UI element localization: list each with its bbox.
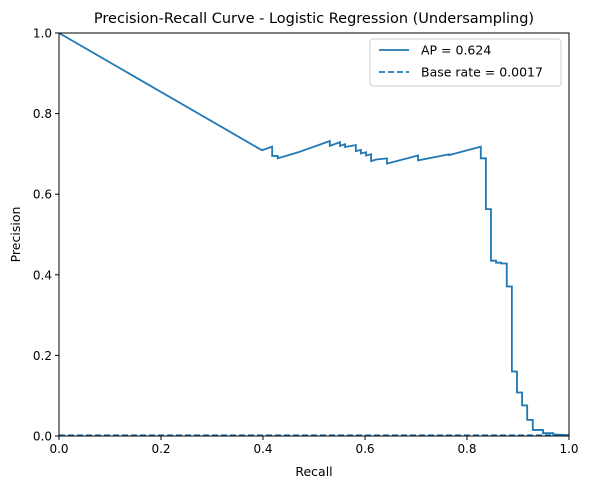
legend-label-ap: AP = 0.624: [421, 43, 491, 58]
plot-area: [59, 33, 569, 436]
plot-frame: [58, 32, 570, 437]
legend-box: [369, 38, 562, 87]
x-tick-label: 0.4: [253, 442, 272, 456]
x-tick-label: 0.6: [355, 442, 374, 456]
y-axis-label: Precision: [8, 207, 23, 263]
y-tick-label: 0.2: [33, 349, 52, 363]
y-tick-label: 1.0: [33, 27, 52, 41]
ticks-layer: 0.0 0.2 0.4 0.6 0.8 1.0 0.0 0.2 0.4 0.6 0.8 1.0: [33, 27, 579, 457]
y-tick-label: 0.6: [33, 188, 52, 202]
legend: AP = 0.624 Base rate = 0.0017: [369, 38, 562, 87]
y-tick-label: 0.8: [33, 107, 52, 121]
legend-label-base-rate: Base rate = 0.0017: [421, 65, 543, 80]
y-tick-label: 0.4: [33, 268, 52, 282]
chart-title: Precision-Recall Curve - Logistic Regres…: [94, 11, 534, 27]
x-tick-label: 0.2: [151, 442, 170, 456]
x-tick-label: 1.0: [559, 442, 578, 456]
x-tick-label: 0.0: [49, 442, 68, 456]
series-layer: [58, 32, 570, 437]
x-axis-label: Recall: [295, 464, 332, 479]
x-tick-label: 0.8: [457, 442, 476, 456]
y-tick-label: 0.0: [33, 430, 52, 444]
pr-curve-line: [58, 32, 570, 437]
